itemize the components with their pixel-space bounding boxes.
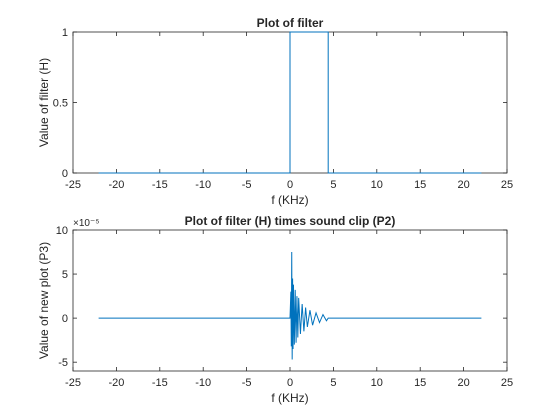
y-tick-label: 10 (56, 225, 68, 237)
x-tick-label: 10 (371, 179, 383, 191)
y-tick-label: 1 (62, 27, 68, 39)
x-tick-label: 25 (501, 179, 513, 191)
y-axis-label: Value of new plot (P3) (37, 242, 51, 359)
x-tick-label: 5 (330, 377, 336, 389)
chart-title: Plot of filter (H) times sound clip (P2) (185, 214, 396, 228)
x-tick-label: -10 (195, 377, 211, 389)
x-tick-label: -5 (242, 377, 252, 389)
x-tick-label: -20 (108, 179, 124, 191)
axes-box (72, 229, 508, 372)
x-tick-label: 15 (414, 179, 426, 191)
x-tick-label: 10 (371, 377, 383, 389)
y-axis-label: Value of filter (H) (37, 58, 51, 147)
y-tick-label: 0 (62, 313, 68, 325)
x-tick-label: -20 (108, 377, 124, 389)
x-axis-label: f (KHz) (271, 391, 308, 405)
x-tick-label: -5 (242, 179, 252, 191)
y-tick-label: 0 (62, 168, 68, 180)
y-tick-label: 0.5 (53, 98, 68, 110)
x-tick-label: -25 (65, 179, 81, 191)
x-tick-label: -15 (152, 179, 168, 191)
bottom-plot: -25 -20 -15 -10 -5 0 5 10 15 20 25 -5 0 5 10 ×10⁻⁵ Plot … (37, 214, 513, 405)
x-tick-label: -25 (65, 377, 81, 389)
x-tick-label: 20 (457, 179, 469, 191)
x-tick-label: -10 (195, 179, 211, 191)
series-line (98, 31, 482, 174)
x-tick-label: 5 (330, 179, 336, 191)
x-tick-label: 25 (501, 377, 513, 389)
chart-title: Plot of filter (257, 16, 324, 30)
y-tick-label: 5 (62, 269, 68, 281)
x-tick-label: 0 (287, 179, 293, 191)
x-tick-label: 15 (414, 377, 426, 389)
y-tick-label: -5 (58, 357, 68, 369)
y-exponent-label: ×10⁻⁵ (73, 218, 99, 229)
series-line (98, 252, 482, 360)
x-tick-label: 20 (457, 377, 469, 389)
x-tick-label: 0 (287, 377, 293, 389)
top-plot: -25 -20 -15 -10 -5 0 5 10 15 20 25 0 0.5 1 Plot of fil… (37, 16, 513, 207)
x-axis-label: f (KHz) (271, 193, 308, 207)
x-tick-label: -15 (152, 377, 168, 389)
